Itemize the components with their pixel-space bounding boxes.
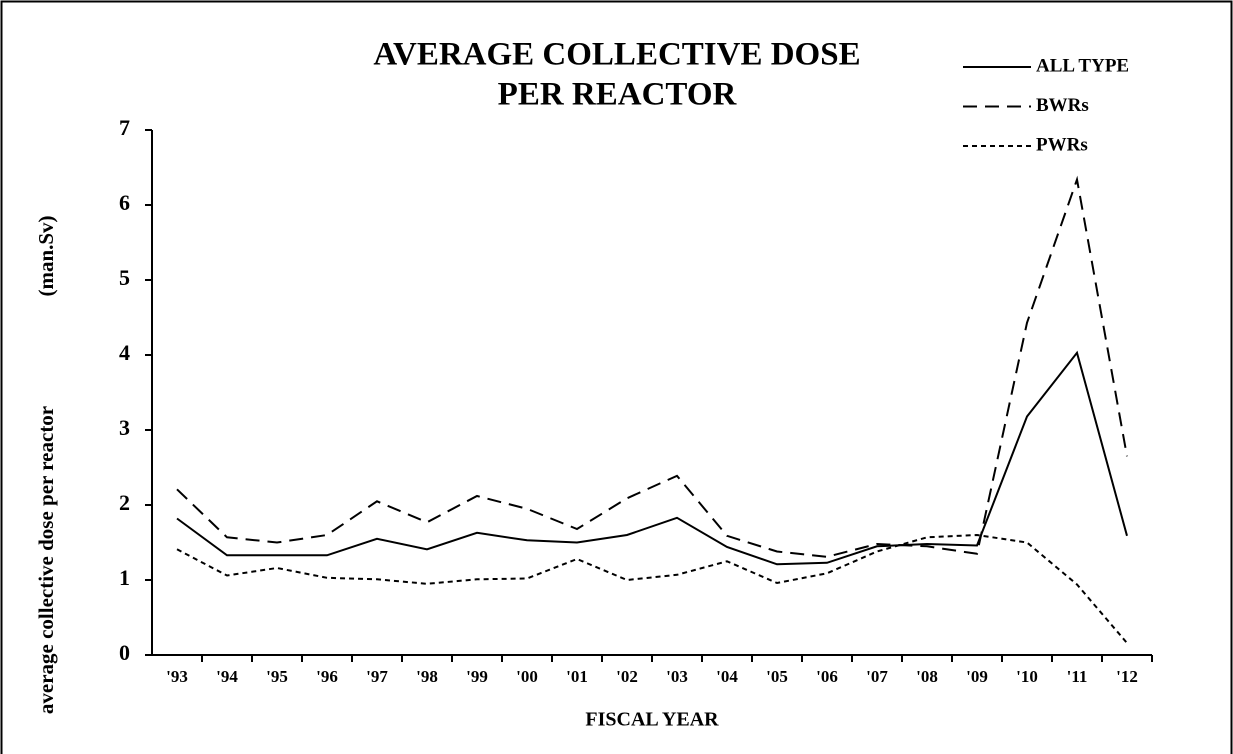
series-line	[176, 533, 1128, 644]
x-tick-label: '08	[916, 667, 938, 686]
x-tick-label: '04	[716, 667, 738, 686]
x-tick-label: '01	[566, 667, 588, 686]
legend-label: ALL TYPE	[1036, 55, 1129, 76]
y-tick-label: 7	[119, 115, 130, 140]
x-tick-label: '10	[1016, 667, 1038, 686]
x-tick-label: '12	[1116, 667, 1138, 686]
x-tick-label: '94	[216, 667, 238, 686]
legend-label: PWRs	[1036, 134, 1088, 155]
y-tick-label: 0	[119, 640, 130, 665]
y-tick-label: 5	[119, 265, 130, 290]
legend-label: BWRs	[1036, 95, 1089, 116]
x-tick-label: '97	[366, 667, 388, 686]
x-tick-label: '99	[466, 667, 488, 686]
x-tick-label: '95	[266, 667, 288, 686]
x-tick-label: '09	[966, 667, 988, 686]
x-tick-label: '06	[816, 667, 838, 686]
y-tick-label: 3	[119, 415, 130, 440]
x-axis-label: FISCAL YEAR	[585, 709, 719, 731]
x-tick-label: '98	[416, 667, 438, 686]
x-tick-label: '02	[616, 667, 638, 686]
x-tick-label: '96	[316, 667, 338, 686]
x-tick-label: '11	[1067, 667, 1088, 686]
y-axis-unit: (man.Sv)	[34, 215, 58, 296]
chart-title: PER REACTOR	[498, 77, 738, 113]
y-axis-label: average collective dose per reactor	[34, 406, 58, 714]
x-tick-label: '03	[666, 667, 688, 686]
x-tick-label: '00	[516, 667, 538, 686]
y-tick-label: 1	[119, 565, 130, 590]
x-tick-label: '93	[166, 667, 188, 686]
x-tick-label: '07	[866, 667, 888, 686]
y-tick-label: 6	[119, 190, 130, 215]
x-tick-label: '05	[766, 667, 788, 686]
y-tick-label: 4	[119, 340, 130, 365]
series-line	[176, 350, 1128, 566]
series-line	[176, 175, 1128, 558]
chart-title: AVERAGE COLLECTIVE DOSE	[373, 37, 860, 73]
y-tick-label: 2	[119, 490, 130, 515]
